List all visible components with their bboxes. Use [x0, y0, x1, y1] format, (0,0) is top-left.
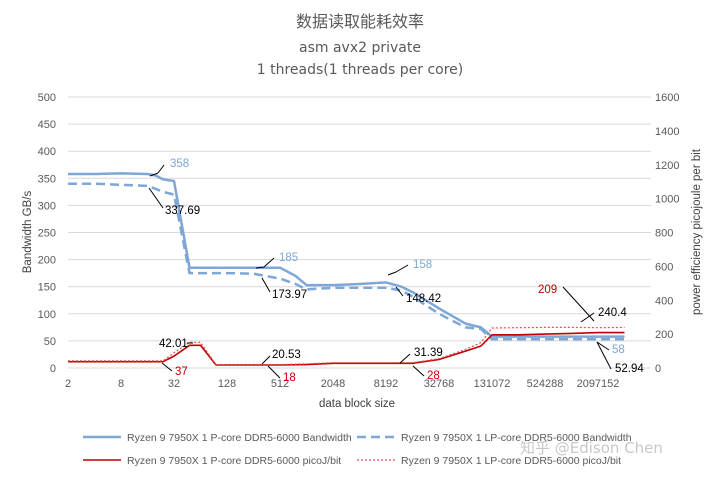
y-left-tick-label-50: 50 [44, 336, 56, 348]
y-left-tick-label-0: 0 [50, 363, 56, 375]
annotation-label-4: 158 [413, 259, 432, 271]
annotation-leader-0-1 [157, 164, 165, 174]
x-tick-label-2097152: 2097152 [577, 378, 620, 390]
x-tick-label-512: 512 [271, 378, 289, 390]
annotation-label-13: 240.4 [598, 307, 627, 319]
annotation-leader-8-0 [261, 355, 271, 365]
x-tick-label-524288: 524288 [527, 378, 564, 390]
annotation-leader-2-1 [263, 257, 275, 268]
annotation-leader-2-0 [255, 266, 265, 269]
y-right-tick-label-600: 600 [655, 261, 673, 273]
annotation-leader-13-0 [580, 312, 595, 323]
y-right-tick-label-1400: 1400 [655, 126, 679, 138]
y-left-tick-label-200: 200 [38, 255, 56, 267]
annotation-label-2: 185 [279, 252, 298, 264]
x-axis-title: data block size [319, 398, 395, 410]
x-tick-label-8: 8 [118, 378, 124, 390]
y-right-tick-label-1600: 1600 [655, 92, 679, 104]
annotation-label-0: 358 [170, 158, 189, 170]
y-left-tick-label-100: 100 [38, 309, 56, 321]
x-tick-label-128: 128 [218, 378, 236, 390]
annotation-leader-4-0 [387, 271, 397, 276]
annotation-leader-4-1 [395, 264, 409, 273]
series-lines [68, 172, 625, 366]
annotation-label-12: 209 [538, 284, 557, 296]
legend-label-lp-pj: Ryzen 9 7950X 1 LP-core DDR5-6000 picoJ/… [401, 455, 621, 467]
y-axis-right-title: power efficiency picojoule per bit [691, 148, 703, 315]
chart-subtitle-2: 1 threads(1 threads per core) [257, 62, 464, 78]
annotation-label-1: 337.69 [165, 205, 200, 217]
annotation-leader-1-0 [148, 187, 164, 209]
annotation-label-14: 58 [612, 344, 625, 356]
y-axis-left-title: Bandwidth GB/s [22, 191, 34, 274]
watermark: 知乎 @Edison Chen [520, 439, 663, 457]
series-line-1 [68, 182, 625, 341]
series-line-3 [68, 326, 625, 366]
annotation-leader-5-0 [395, 286, 404, 297]
annotation-leader-0-0 [149, 172, 159, 177]
annotation-label-6: 42.01 [159, 338, 188, 350]
annotation-label-8: 20.53 [272, 349, 301, 361]
y-right-tick-label-1000: 1000 [655, 194, 679, 206]
y-left-tick-label-400: 400 [38, 146, 56, 158]
chart-subtitle-1: asm avx2 private [299, 40, 421, 56]
annotation-label-9: 18 [283, 372, 296, 384]
x-tick-label-32768: 32768 [424, 378, 455, 390]
y-right-tick-label-1200: 1200 [655, 160, 679, 172]
y-left-tick-label-500: 500 [38, 92, 56, 104]
y-left-tick-label-350: 350 [38, 173, 56, 185]
annotation-leader-7-0 [161, 362, 173, 372]
annotation-leader-10-0 [399, 353, 411, 364]
annotation-leader-14-0 [596, 341, 610, 351]
x-tick-label-8192: 8192 [374, 378, 398, 390]
y-right-tick-label-400: 400 [655, 295, 673, 307]
series-line-0 [68, 172, 625, 338]
y-left-tick-label-250: 250 [38, 228, 56, 240]
annotation-label-15: 52.94 [615, 363, 644, 375]
x-tick-label-2: 2 [65, 378, 71, 390]
annotation-leader-11-0 [412, 365, 425, 377]
annotation-label-3: 173.97 [272, 289, 307, 301]
legend-label-lp-bw: Ryzen 9 7950X 1 LP-core DDR5-6000 Bandwi… [401, 432, 632, 444]
legend-label-p-pj: Ryzen 9 7950X 1 P-core DDR5-6000 picoJ/b… [127, 455, 341, 467]
y-right-tick-label-200: 200 [655, 329, 673, 341]
y-axis-left-ticks: 0 50 100 150 200 250 300 350 400 450 500 [38, 92, 56, 375]
y-right-tick-label-800: 800 [655, 228, 673, 240]
x-tick-label-32: 32 [168, 378, 180, 390]
y-left-tick-label-450: 450 [38, 119, 56, 131]
annotation-label-11: 28 [427, 370, 440, 382]
chart-title: 数据读取能耗效率 [296, 12, 424, 31]
gridlines [68, 96, 651, 369]
y-axis-right-ticks: 0 200 400 600 800 1000 1200 1400 1600 [655, 92, 679, 375]
annotation-label-7: 37 [175, 366, 188, 378]
legend-label-p-bw: Ryzen 9 7950X 1 P-core DDR5-6000 Bandwid… [127, 432, 352, 444]
annotation-leader-9-0 [267, 365, 281, 379]
annotation-leader-12-0 [562, 286, 595, 322]
x-axis-ticks: 2 8 32 128 512 2048 8192 32768 131072 524288 20971… [65, 378, 619, 390]
y-left-tick-label-300: 300 [38, 200, 56, 212]
legend: Ryzen 9 7950X 1 P-core DDR5-6000 Bandwid… [83, 432, 632, 467]
annotation-label-10: 31.39 [414, 347, 443, 359]
x-tick-label-131072: 131072 [474, 378, 511, 390]
y-right-tick-label-0: 0 [655, 363, 661, 375]
y-left-tick-label-150: 150 [38, 282, 56, 294]
annotation-leader-3-0 [261, 277, 271, 293]
annotations: 358 337.69 185 173.97 158 148.42 42.01 37 20.53 1… [148, 158, 644, 384]
annotation-leader-15-0 [596, 341, 612, 370]
series-line-2 [68, 331, 625, 366]
x-tick-label-2048: 2048 [321, 378, 345, 390]
annotation-label-5: 148.42 [406, 293, 441, 305]
